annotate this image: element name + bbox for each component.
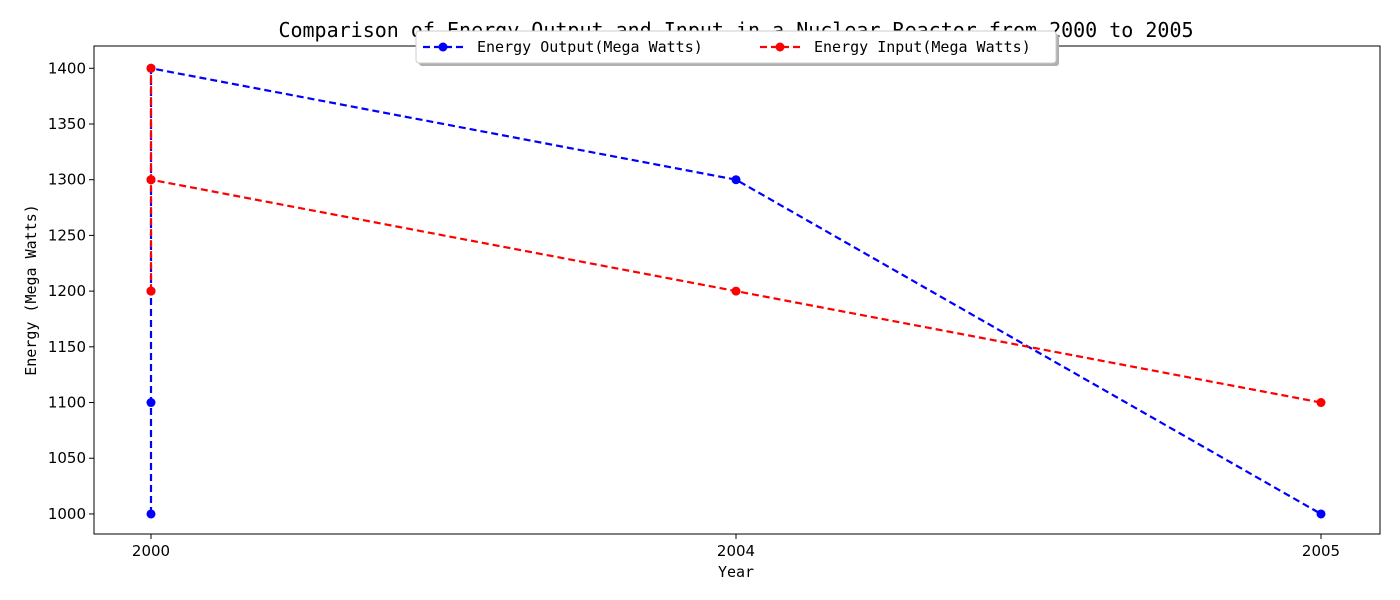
y-tick-label-1350: 1350 — [48, 115, 86, 133]
series-line-2 — [149, 67, 1322, 404]
y-tick-label-1250: 1250 — [48, 226, 86, 244]
data-point-series-2-1 — [146, 286, 156, 296]
data-point-series-2-3 — [146, 63, 156, 73]
x-axis: 2000 2004 2005 — [132, 534, 1340, 560]
y-tick-label-1300: 1300 — [48, 171, 86, 189]
data-point-series-2-6 — [1316, 398, 1326, 408]
data-point-series-1-7 — [1316, 509, 1326, 519]
y-tick-label-1200: 1200 — [48, 282, 86, 300]
y-tick-label-1400: 1400 — [48, 59, 86, 77]
x-tick-label-2005: 2005 — [1302, 542, 1340, 560]
data-point-series-2-5 — [731, 286, 741, 296]
legend: Energy Output(Mega Watts) Energy Input(Me… — [415, 30, 1059, 66]
legend-marker-series-2 — [775, 42, 785, 52]
x-axis-label: Year — [718, 563, 754, 581]
y-axis-label: Energy (Mega Watts) — [22, 204, 40, 376]
x-tick-label-2004: 2004 — [717, 542, 755, 560]
y-tick-label-1100: 1100 — [48, 394, 86, 412]
x-tick-label-2000: 2000 — [132, 542, 170, 560]
legend-marker-series-1 — [438, 42, 448, 52]
series-layer — [146, 63, 1326, 519]
data-point-series-1-1 — [146, 509, 156, 519]
legend-items: Energy Output(Mega Watts) Energy Input(Me… — [423, 38, 1031, 56]
legend-label-series-1: Energy Output(Mega Watts) — [477, 38, 703, 56]
legend-label-series-2: Energy Input(Mega Watts) — [814, 38, 1031, 56]
y-axis: 1000 1050 1100 1150 1200 1250 1300 1350 1400 — [48, 59, 94, 523]
data-point-series-2-4 — [146, 175, 156, 185]
data-point-series-1-2 — [146, 398, 156, 408]
y-tick-label-1150: 1150 — [48, 338, 86, 356]
data-point-series-1-6 — [731, 175, 741, 185]
legend-box — [415, 30, 1057, 64]
y-tick-label-1000: 1000 — [48, 505, 86, 523]
y-tick-label-1050: 1050 — [48, 449, 86, 467]
